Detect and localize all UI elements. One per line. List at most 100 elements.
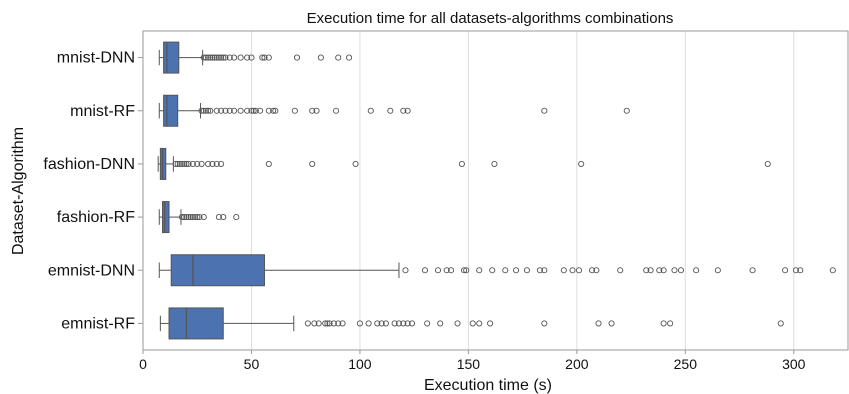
outlier-point bbox=[202, 54, 209, 61]
outlier-point bbox=[714, 267, 721, 274]
outlier-point bbox=[387, 107, 394, 114]
outlier-point bbox=[218, 107, 225, 114]
iqr-box bbox=[163, 41, 180, 74]
outlier-point bbox=[346, 54, 353, 61]
outlier-point bbox=[207, 107, 214, 114]
outlier-point bbox=[513, 267, 520, 274]
outlier-point bbox=[183, 160, 190, 167]
box-group-fashion-rf bbox=[158, 201, 240, 234]
outlier-point bbox=[200, 54, 207, 61]
iqr-box bbox=[162, 201, 170, 234]
outlier-point bbox=[218, 160, 225, 167]
outlier-point bbox=[207, 54, 214, 61]
outlier-point bbox=[317, 54, 324, 61]
outlier-point bbox=[215, 214, 222, 221]
outlier-point bbox=[408, 320, 416, 327]
outlier-point bbox=[536, 267, 544, 274]
iqr-box bbox=[163, 94, 179, 127]
outlier-point bbox=[829, 267, 836, 274]
outlier-point bbox=[209, 54, 216, 61]
outlier-point bbox=[250, 107, 257, 114]
outlier-point bbox=[326, 320, 333, 327]
outlier-point bbox=[330, 320, 337, 327]
outlier-point bbox=[181, 214, 188, 221]
outlier-point bbox=[333, 107, 340, 114]
outlier-point bbox=[189, 160, 196, 167]
box-group-mnist-dnn bbox=[158, 41, 353, 74]
outlier-point bbox=[248, 54, 255, 61]
outlier-point bbox=[293, 54, 301, 61]
outlier-point bbox=[248, 107, 255, 114]
outlier-point bbox=[213, 107, 220, 114]
outlier-point bbox=[198, 160, 205, 167]
box-layer bbox=[157, 41, 836, 340]
outlier-point bbox=[178, 160, 186, 167]
x-axis-label: Execution time (s) bbox=[424, 377, 552, 394]
outlier-point bbox=[643, 267, 650, 274]
outlier-point bbox=[215, 54, 222, 61]
x-tick-label: 100 bbox=[348, 356, 372, 372]
plot-frame bbox=[142, 30, 849, 351]
x-tick-label: 250 bbox=[674, 356, 698, 372]
outlier-point bbox=[391, 320, 398, 327]
outlier-point bbox=[205, 107, 212, 114]
outlier-point bbox=[469, 320, 476, 327]
outlier-point bbox=[205, 160, 212, 167]
outlier-point bbox=[213, 54, 220, 61]
outlier-point bbox=[378, 320, 385, 327]
outlier-point bbox=[226, 107, 233, 114]
x-tick-label: 150 bbox=[457, 356, 481, 372]
outlier-point bbox=[196, 214, 203, 221]
outlier-point bbox=[335, 320, 342, 327]
outlier-point bbox=[178, 214, 186, 221]
outlier-point bbox=[309, 107, 316, 114]
outlier-point bbox=[656, 267, 663, 274]
outlier-point bbox=[200, 107, 207, 114]
outlier-point bbox=[222, 107, 229, 114]
y-tick-label: fashion-DNN bbox=[43, 156, 135, 173]
outlier-point bbox=[792, 267, 799, 274]
outlier-point bbox=[454, 320, 461, 327]
outlier-point bbox=[200, 214, 207, 221]
outlier-point bbox=[608, 320, 615, 327]
outlier-point bbox=[270, 107, 277, 114]
outlier-point bbox=[404, 107, 411, 114]
outlier-point bbox=[382, 320, 390, 327]
outlier-point bbox=[671, 267, 678, 274]
outlier-point bbox=[231, 107, 238, 114]
outlier-point bbox=[578, 160, 585, 167]
y-tick-label: fashion-RF bbox=[57, 209, 135, 226]
grid-lines bbox=[250, 31, 795, 350]
outlier-point bbox=[233, 214, 240, 221]
outlier-point bbox=[367, 107, 374, 114]
outlier-point bbox=[192, 214, 199, 221]
box-group-fashion-dnn bbox=[157, 147, 771, 180]
outlier-point bbox=[237, 107, 244, 114]
outlier-point bbox=[244, 107, 251, 114]
outlier-point bbox=[693, 267, 700, 274]
outlier-point bbox=[797, 267, 804, 274]
outlier-point bbox=[309, 160, 316, 167]
outlier-point bbox=[502, 267, 509, 274]
outlier-point bbox=[777, 320, 784, 327]
y-tick-label: mnist-RF bbox=[70, 103, 135, 120]
outlier-point bbox=[202, 107, 209, 114]
outlier-point bbox=[194, 214, 201, 221]
outlier-point bbox=[575, 267, 583, 274]
outlier-point bbox=[352, 160, 359, 167]
outlier-point bbox=[220, 54, 227, 61]
outlier-point bbox=[311, 320, 318, 327]
outlier-point bbox=[595, 320, 602, 327]
outlier-point bbox=[265, 54, 272, 61]
outlier-point bbox=[374, 320, 381, 327]
outlier-point bbox=[174, 160, 181, 167]
outlier-point bbox=[244, 54, 251, 61]
outlier-point bbox=[460, 267, 468, 274]
outlier-point bbox=[252, 107, 259, 114]
outlier-point bbox=[339, 320, 346, 327]
outlier-point bbox=[257, 107, 264, 114]
outlier-point bbox=[677, 267, 685, 274]
outlier-point bbox=[213, 160, 220, 167]
